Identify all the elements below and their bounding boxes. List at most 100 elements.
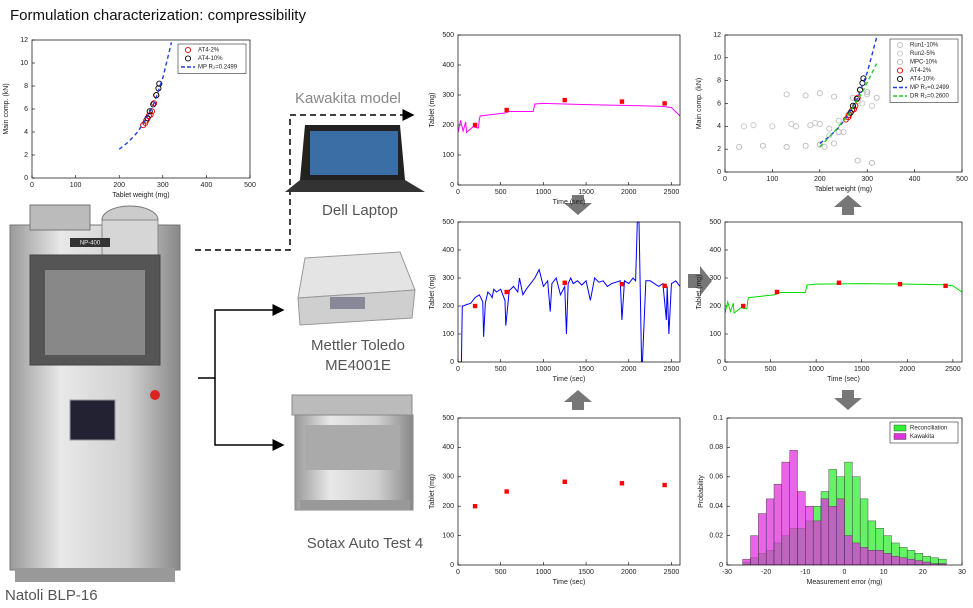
y-axis-label: Tablet (mg) [696,274,703,309]
y-tick-label: 300 [442,92,454,99]
balance-label: Mettler Toledo [311,337,405,354]
legend-label: AT4-2% [910,68,932,74]
y-tick-label: 0.1 [713,415,723,422]
x-tick-label: 100 [767,176,779,183]
data-point [504,290,508,294]
laptop-photo [285,125,425,192]
x-axis-label: Tablet weight (mg) [815,186,872,193]
x-axis-label: Time (sec) [553,579,586,586]
y-tick-label: 0 [450,182,454,189]
x-tick-label: 1000 [536,569,552,576]
x-tick-label: 1000 [808,366,824,373]
x-tick-label: 2500 [664,569,680,576]
page: Formulation characterization: compressib… [0,0,973,608]
chart: 050010001500200025000100200300400500Time… [429,219,680,383]
x-tick-label: -20 [761,569,771,576]
press-plate: NP-400 [80,241,101,247]
x-axis-label: Measurement error (mg) [807,579,883,586]
histogram-bar [751,536,759,565]
x-tick-label: 30 [958,569,966,576]
x-tick-label: 2000 [621,366,637,373]
data-point [837,281,841,285]
y-tick-label: 6 [717,100,721,107]
x-tick-label: 2500 [664,189,680,196]
y-tick-label: 0.08 [709,444,723,451]
x-tick-label: 20 [919,569,927,576]
x-tick-label: -30 [722,569,732,576]
y-tick-label: 200 [442,122,454,129]
x-tick-label: 500 [956,176,968,183]
histogram-bar [829,506,837,565]
plot-area [725,222,962,362]
data-point [662,284,666,288]
flow-arrow [564,390,592,410]
x-tick-label: -10 [800,569,810,576]
histogram-bar [892,556,900,565]
histogram-bar [860,547,868,565]
histogram-bar [852,543,860,565]
y-tick-label: 12 [713,32,721,39]
legend-label: AT4-10% [910,77,935,83]
figure: Formulation characterization: compressib… [0,0,973,608]
histogram-bar [915,561,923,565]
x-tick-label: 2500 [664,366,680,373]
x-tick-label: 1000 [536,366,552,373]
x-tick-label: 0 [723,176,727,183]
y-tick-label: 200 [442,303,454,310]
legend-label: MP R₂=0.2499 [198,65,238,71]
y-tick-label: 500 [709,219,721,226]
y-tick-label: 0.02 [709,532,723,539]
legend-label: AT4-2% [198,48,220,54]
plot-area [458,35,680,185]
histogram-bar [798,492,806,566]
histogram-bar [907,559,915,565]
histogram-bar [766,499,774,565]
plot-area [458,222,680,362]
x-tick-label: 0 [456,189,460,196]
histogram-bar [782,462,790,565]
y-tick-label: 500 [442,32,454,39]
chart: 050010001500200025000100200300400500Time… [429,32,680,206]
legend-label: Run2-5% [910,51,936,57]
x-tick-label: 200 [113,182,125,189]
data-point [473,123,477,127]
data-point [775,290,779,294]
y-tick-label: 300 [709,275,721,282]
legend-label: AT4-10% [198,56,223,62]
y-tick-label: 10 [20,60,28,67]
data-point [898,282,902,286]
y-tick-label: 0.04 [709,503,723,510]
x-tick-label: 500 [495,569,507,576]
y-tick-label: 400 [442,247,454,254]
y-tick-label: 300 [442,275,454,282]
histogram-bar [923,562,931,565]
kawakita-label: Kawakita model [295,90,401,107]
figure-title: Formulation characterization: compressib… [10,7,306,24]
y-tick-label: 300 [442,474,454,481]
y-tick-label: 100 [709,331,721,338]
x-tick-label: 1500 [578,569,594,576]
y-axis-label: Main comp. (kN) [696,78,703,129]
x-tick-label: 0 [723,366,727,373]
histogram-bar [868,550,876,565]
x-tick-label: 0 [456,569,460,576]
y-tick-label: 8 [24,83,28,90]
legend-label: MP R₂=0.2499 [910,85,950,91]
x-tick-label: 2000 [900,366,916,373]
y-tick-label: 0 [717,359,721,366]
y-tick-label: 4 [717,123,721,130]
data-point [563,98,567,102]
y-tick-label: 12 [20,37,28,44]
legend-label: Kawakita [910,434,935,440]
histogram-bar [845,536,853,565]
legend-swatch [894,425,906,431]
y-tick-label: 0 [717,169,721,176]
histogram-bar [743,559,751,565]
x-tick-label: 1500 [578,366,594,373]
laptop-label: Dell Laptop [322,202,398,219]
x-tick-label: 0 [456,366,460,373]
connector [198,310,283,378]
x-axis-label: Time (sec) [553,199,586,206]
